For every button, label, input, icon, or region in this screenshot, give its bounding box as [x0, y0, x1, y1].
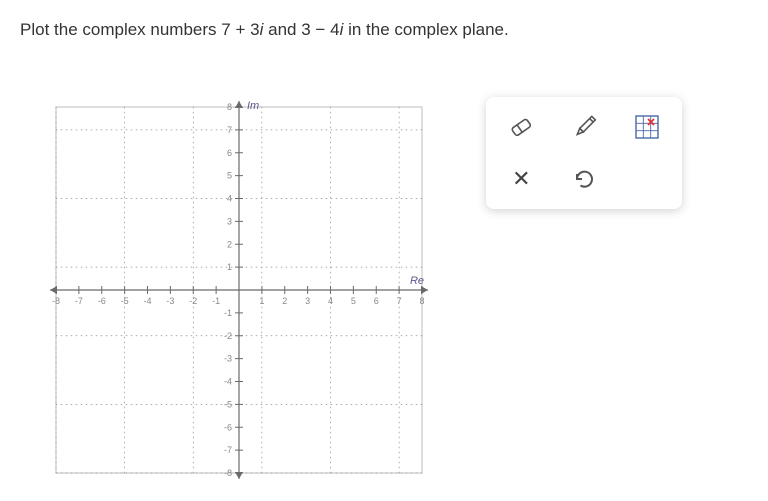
svg-text:-7: -7 — [224, 445, 232, 455]
svg-text:6: 6 — [374, 296, 379, 306]
svg-text:8: 8 — [227, 102, 232, 112]
undo-icon — [571, 166, 597, 192]
eraser-button[interactable] — [500, 106, 542, 148]
pencil-button[interactable] — [563, 106, 605, 148]
svg-text:3: 3 — [305, 296, 310, 306]
eraser-icon — [506, 112, 536, 142]
svg-text:-6: -6 — [98, 296, 106, 306]
expr1-op: + — [235, 20, 245, 39]
expr1-re: 7 — [221, 20, 230, 39]
svg-text:7: 7 — [227, 125, 232, 135]
grid-point-icon — [632, 112, 662, 142]
close-icon: ✕ — [512, 166, 530, 192]
svg-text:-5: -5 — [121, 296, 129, 306]
svg-text:-4: -4 — [224, 377, 232, 387]
grid-point-button[interactable] — [626, 106, 668, 148]
close-button[interactable]: ✕ — [500, 158, 542, 200]
svg-text:3: 3 — [227, 216, 232, 226]
svg-text:2: 2 — [227, 239, 232, 249]
svg-text:-1: -1 — [224, 308, 232, 318]
svg-text:2: 2 — [282, 296, 287, 306]
svg-text:-3: -3 — [166, 296, 174, 306]
svg-text:-2: -2 — [224, 331, 232, 341]
expr2-op: − — [315, 20, 325, 39]
prompt-prefix: Plot the complex numbers — [20, 20, 221, 39]
question-prompt: Plot the complex numbers 7 + 3i and 3 − … — [20, 20, 509, 40]
undo-button[interactable] — [563, 158, 605, 200]
svg-text:1: 1 — [259, 296, 264, 306]
expr1-im: 3 — [250, 20, 259, 39]
svg-text:6: 6 — [227, 148, 232, 158]
svg-text:5: 5 — [351, 296, 356, 306]
chart-svg: -8 -7 -6 -5 -4 -3 -2 -1 1 2 3 4 5 6 7 8 -8 -7 -6 -5 -4 -3 -2 -1… — [44, 95, 434, 485]
complex-plane-chart[interactable]: -8 -7 -6 -5 -4 -3 -2 -1 1 2 3 4 5 6 7 8 -8 -7 -6 -5 -4 -3 -2 -1… — [44, 95, 434, 485]
svg-text:-1: -1 — [212, 296, 220, 306]
svg-text:1: 1 — [227, 262, 232, 272]
imaginary-unit: i — [340, 20, 344, 39]
pencil-icon — [569, 112, 599, 142]
svg-text:Re: Re — [410, 275, 424, 287]
imaginary-unit: i — [260, 20, 264, 39]
svg-text:-3: -3 — [224, 354, 232, 364]
svg-text:8: 8 — [419, 296, 424, 306]
svg-text:4: 4 — [328, 296, 333, 306]
svg-text:-6: -6 — [224, 422, 232, 432]
svg-text:-4: -4 — [143, 296, 151, 306]
drawing-toolbox: ✕ — [486, 97, 682, 209]
prompt-mid: and — [268, 20, 301, 39]
svg-text:7: 7 — [397, 296, 402, 306]
svg-text:-7: -7 — [75, 296, 83, 306]
expr2-re: 3 — [301, 20, 310, 39]
svg-text:Im: Im — [247, 100, 259, 112]
expr2-im: 4 — [330, 20, 339, 39]
svg-text:4: 4 — [227, 194, 232, 204]
svg-text:5: 5 — [227, 171, 232, 181]
svg-text:-2: -2 — [189, 296, 197, 306]
svg-text:-5: -5 — [224, 399, 232, 409]
svg-text:-8: -8 — [224, 468, 232, 478]
prompt-suffix: in the complex plane. — [348, 20, 509, 39]
svg-text:-8: -8 — [52, 296, 60, 306]
